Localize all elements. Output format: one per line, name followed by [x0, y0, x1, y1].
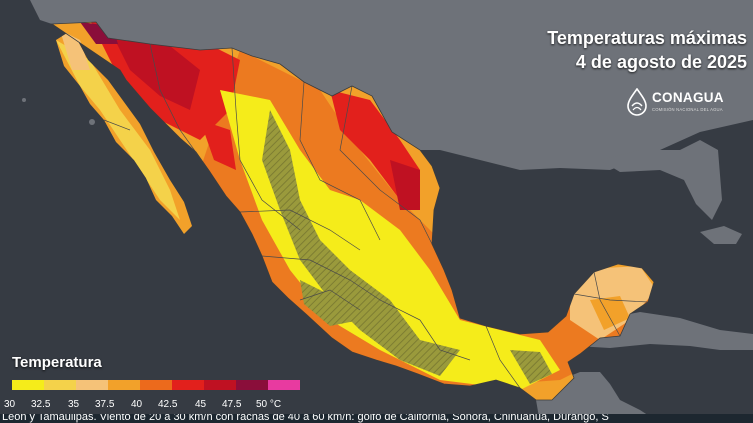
legend-swatch — [108, 380, 140, 390]
legend-title: Temperatura — [12, 354, 102, 371]
bahamas-land — [700, 226, 742, 244]
logo-subtitle: COMISIÓN NACIONAL DEL AGUA — [652, 107, 723, 112]
news-ticker: León y Tamaulipas. Viento de 20 a 30 km/… — [0, 414, 753, 423]
legend-ticks: 30 32.5 35 37.5 40 42.5 45 47.5 50 °C — [0, 399, 320, 413]
legend-swatch — [44, 380, 76, 390]
legend-swatch — [268, 380, 300, 390]
legend-tick-label: 32.5 — [31, 399, 51, 410]
legend-tick-label: 40 — [131, 399, 143, 410]
conagua-logo: CONAGUA COMISIÓN NACIONAL DEL AGUA — [626, 86, 746, 118]
map-title: Temperaturas máximas — [547, 28, 747, 48]
legend-swatch — [172, 380, 204, 390]
usa-land — [0, 0, 753, 170]
conagua-drop-icon — [627, 88, 647, 116]
legend-tick-label: 47.5 — [222, 399, 242, 410]
island — [22, 98, 26, 102]
legend-color-bar — [12, 380, 300, 390]
legend-swatch — [12, 380, 44, 390]
state-borders — [103, 43, 649, 389]
legend-tick-label: 45 — [195, 399, 207, 410]
legend-tick-label: 42.5 — [158, 399, 178, 410]
florida-land — [600, 140, 722, 220]
legend-tick-label: 35 — [68, 399, 80, 410]
ticker-text: León y Tamaulipas. Viento de 20 a 30 km/… — [2, 414, 609, 423]
logo-name: CONAGUA — [652, 90, 724, 105]
legend-tick-label: 30 — [4, 399, 16, 410]
legend-tick-label: 37.5 — [95, 399, 115, 410]
legend-swatch — [204, 380, 236, 390]
legend-tick-label: 50 °C — [256, 399, 282, 410]
legend-swatch — [236, 380, 268, 390]
legend-swatch — [140, 380, 172, 390]
island — [89, 119, 95, 125]
legend-swatch — [76, 380, 108, 390]
map-date: 4 de agosto de 2025 — [575, 52, 747, 72]
